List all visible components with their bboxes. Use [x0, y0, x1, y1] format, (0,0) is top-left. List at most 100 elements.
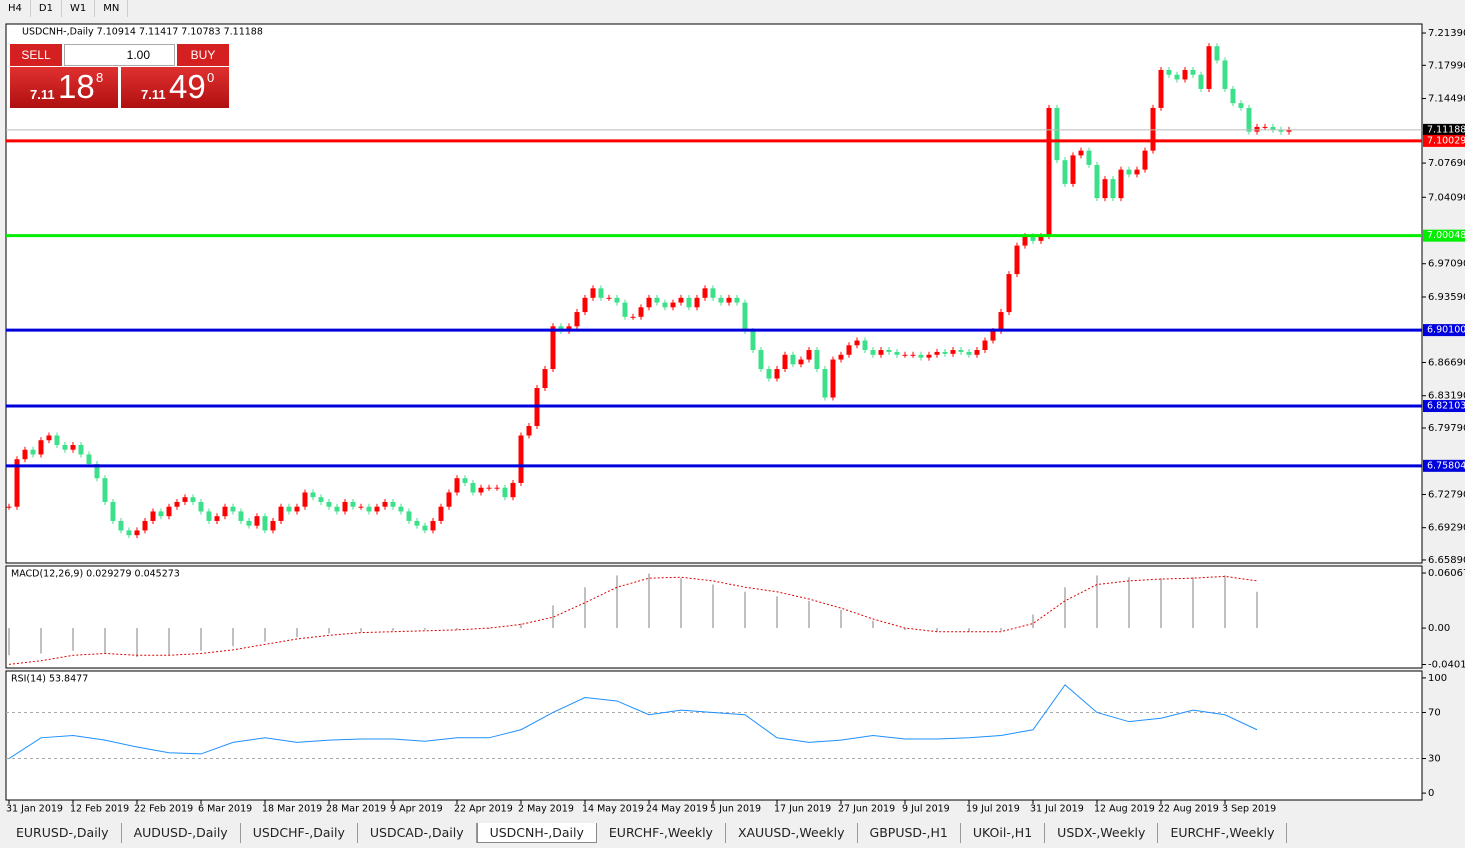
timeframe-button[interactable]: MN	[95, 0, 129, 17]
macd-bar	[648, 573, 650, 629]
candle	[670, 302, 676, 308]
tab[interactable]: EURUSD-,Daily	[4, 823, 122, 843]
sell-button[interactable]: SELL	[10, 44, 62, 66]
candle	[374, 506, 380, 512]
macd-bar	[680, 578, 682, 629]
y-tick-label: 7.07690	[1428, 158, 1465, 169]
x-tick-label: 2 May 2019	[518, 804, 574, 815]
x-tick-label: 5 Jun 2019	[710, 804, 761, 815]
candle	[206, 511, 212, 521]
candle	[254, 516, 260, 526]
candle	[30, 449, 36, 455]
candle	[414, 520, 420, 526]
y-tick-label: 30	[1428, 754, 1441, 765]
candle	[574, 312, 580, 327]
candle	[958, 350, 964, 352]
lot-input[interactable]: 1.00	[64, 44, 175, 66]
x-tick-label: 22 Aug 2019	[1158, 804, 1219, 815]
tab[interactable]: EURCHF-,Weekly	[597, 823, 726, 843]
tab[interactable]: UKOil-,H1	[961, 823, 1046, 843]
macd-bar	[168, 628, 170, 656]
candle	[710, 288, 716, 298]
tab[interactable]: EURCHF-,Weekly	[1158, 823, 1288, 843]
candle	[1238, 103, 1244, 108]
macd-bar	[360, 628, 362, 632]
tab[interactable]: GBPUSD-,H1	[858, 823, 961, 843]
candle	[950, 350, 956, 354]
candle	[14, 459, 20, 507]
candle	[790, 354, 796, 365]
candle	[86, 454, 92, 464]
candle	[1246, 107, 1252, 132]
y-tick-label: 0.060674	[1428, 568, 1465, 579]
tab[interactable]: USDX-,Weekly	[1045, 823, 1159, 843]
candle	[494, 487, 500, 489]
y-tick-label: 6.79790	[1428, 423, 1465, 434]
tab[interactable]: XAUUSD-,Weekly	[726, 823, 858, 843]
macd-bar	[8, 628, 10, 656]
candle	[62, 444, 68, 450]
candle	[1286, 129, 1292, 132]
candle	[798, 359, 804, 365]
candle	[870, 350, 876, 355]
timeframe-button[interactable]: H4	[0, 0, 31, 17]
level-label: 6.82103	[1427, 401, 1465, 412]
tab[interactable]: USDCHF-,Daily	[241, 823, 358, 843]
candle	[310, 492, 316, 498]
candle	[806, 350, 812, 360]
candle	[662, 302, 668, 308]
x-tick-label: 17 Jun 2019	[774, 804, 831, 815]
tab[interactable]: AUDUSD-,Daily	[122, 823, 241, 843]
timeframe-button[interactable]: W1	[62, 0, 96, 17]
candle	[46, 435, 52, 441]
candle	[1086, 150, 1092, 165]
buy-button[interactable]: BUY	[177, 44, 229, 66]
price-big: 7.11	[141, 87, 166, 102]
macd-bar	[72, 628, 74, 651]
candle	[38, 440, 44, 455]
macd-bar	[424, 628, 426, 630]
candle	[726, 297, 732, 303]
candle	[1070, 155, 1076, 184]
candle	[390, 501, 396, 507]
buy-price[interactable]: 7.11 49 0	[121, 67, 229, 108]
candle	[358, 506, 364, 508]
level-label: 7.00048	[1427, 230, 1465, 241]
y-tick-label: 70	[1428, 707, 1441, 718]
candle	[1126, 169, 1132, 175]
macd-signal	[8, 575, 1258, 665]
price-main: 18	[58, 68, 95, 105]
y-tick-label: 7.14490	[1428, 94, 1465, 105]
x-tick-label: 9 Jul 2019	[902, 804, 950, 815]
candle	[846, 345, 852, 355]
candle	[1214, 46, 1220, 61]
candle	[646, 297, 652, 308]
candle	[1206, 46, 1212, 89]
candle	[446, 492, 452, 507]
candle	[1006, 274, 1012, 313]
candle	[1030, 236, 1036, 241]
timeframe-button[interactable]: D1	[31, 0, 62, 17]
candle	[1110, 179, 1116, 199]
macd-bar	[552, 605, 554, 629]
candle	[1254, 126, 1260, 132]
panel	[5, 670, 1423, 801]
candle	[902, 354, 908, 356]
candle	[1046, 107, 1052, 237]
candle	[942, 351, 948, 354]
candle	[158, 511, 164, 517]
macd-bar	[104, 628, 106, 654]
macd-bar	[968, 628, 970, 632]
candle	[1102, 179, 1108, 199]
candle	[1270, 126, 1276, 130]
candle	[990, 331, 996, 341]
x-tick-label: 28 Mar 2019	[326, 804, 386, 815]
tab[interactable]: USDCAD-,Daily	[358, 823, 477, 843]
y-tick-label: 0.00	[1428, 623, 1450, 634]
sell-price[interactable]: 7.11 18 8	[10, 67, 118, 108]
macd-bar	[232, 628, 234, 647]
candle	[102, 478, 108, 502]
candle	[246, 520, 252, 526]
tab[interactable]: USDCNH-,Daily	[476, 823, 597, 843]
candle	[1222, 60, 1228, 89]
